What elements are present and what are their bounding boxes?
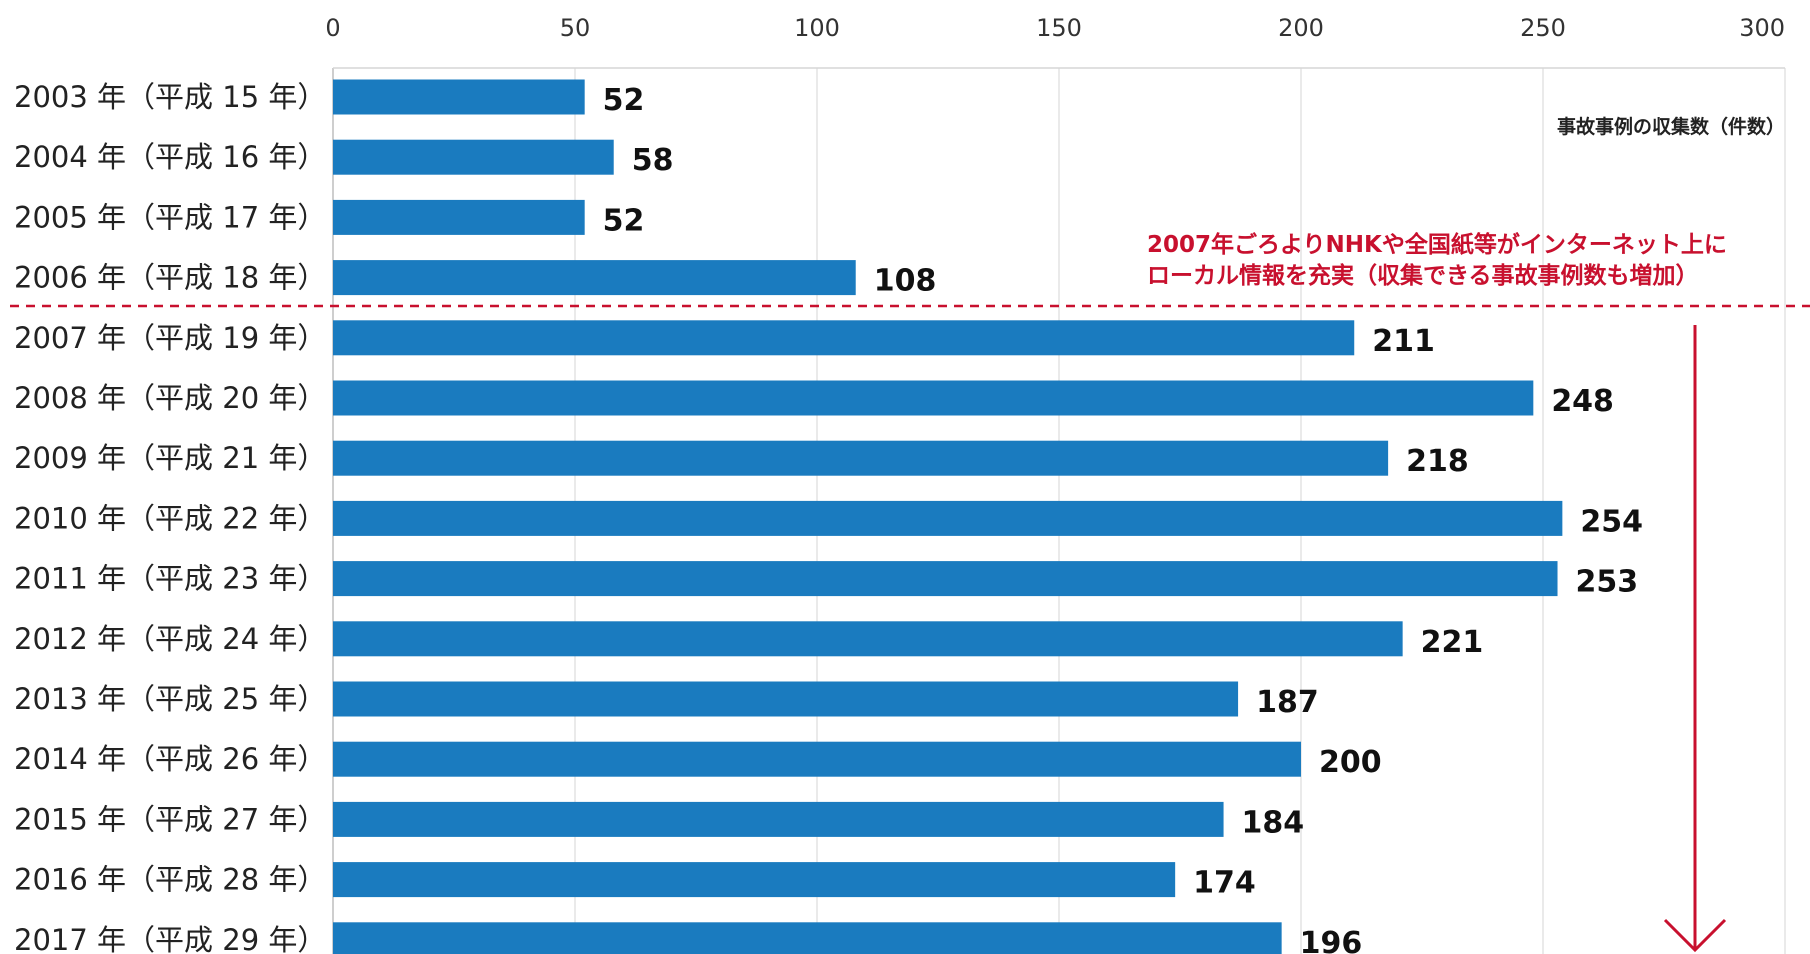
value-label: 187 [1256, 685, 1319, 720]
x-tick-label: 150 [1036, 14, 1082, 42]
annotation-line-1: 2007年ごろよりNHKや全国紙等がインターネット上に [1147, 231, 1727, 258]
category-label: 2014 年（平成 26 年） [14, 742, 326, 776]
x-tick-label: 200 [1278, 14, 1324, 42]
x-axis-label: 事故事例の収集数（件数） [1557, 115, 1785, 138]
trend-arrow-head [1663, 918, 1727, 953]
x-tick-label: 0 [325, 14, 340, 42]
bar [333, 320, 1355, 356]
bar [333, 681, 1239, 717]
x-tick-label: 300 [1739, 14, 1785, 42]
category-label: 2017 年（平成 29 年） [14, 923, 326, 954]
bar [333, 801, 1224, 837]
bar [333, 139, 614, 175]
trend-arrow [1663, 325, 1727, 953]
bar [333, 621, 1403, 657]
category-label: 2016 年（平成 28 年） [14, 863, 326, 897]
bar [333, 440, 1389, 476]
category-labels: 2003 年（平成 15 年） 2004 年（平成 16 年） 2005 年（平成 … [14, 80, 326, 954]
category-label: 2008 年（平成 20 年） [14, 381, 326, 415]
annotation-line-2: ローカル情報を充実（収集できる事故事例数も増加） [1147, 262, 1699, 289]
bar [333, 260, 856, 296]
x-axis-ticks: 0 50 100 150 200 250 300 [325, 14, 1785, 42]
value-label: 196 [1300, 926, 1363, 954]
bar [333, 199, 585, 235]
bar [333, 741, 1301, 777]
bar [333, 79, 585, 115]
category-label: 2005 年（平成 17 年） [14, 200, 326, 234]
category-label: 2009 年（平成 21 年） [14, 441, 326, 475]
value-label: 52 [603, 203, 645, 238]
value-label: 254 [1580, 504, 1643, 539]
category-label: 2012 年（平成 24 年） [14, 622, 326, 656]
category-label: 2007 年（平成 19 年） [14, 321, 326, 355]
x-tick-label: 100 [794, 14, 840, 42]
category-label: 2006 年（平成 18 年） [14, 261, 326, 295]
x-tick-label: 250 [1520, 14, 1566, 42]
value-label: 184 [1242, 805, 1305, 840]
value-label: 221 [1421, 625, 1484, 660]
bar [333, 380, 1534, 416]
value-label: 52 [603, 83, 645, 118]
value-label: 58 [632, 143, 674, 178]
category-label: 2015 年（平成 27 年） [14, 802, 326, 836]
category-label: 2003 年（平成 15 年） [14, 80, 326, 114]
x-tick-label: 50 [560, 14, 591, 42]
bar [333, 862, 1176, 898]
value-label: 253 [1576, 565, 1639, 600]
category-label: 2004 年（平成 16 年） [14, 140, 326, 174]
bars [333, 79, 1563, 954]
bar [333, 922, 1282, 954]
category-label: 2013 年（平成 25 年） [14, 682, 326, 716]
value-label: 200 [1319, 745, 1382, 780]
value-label: 211 [1372, 324, 1435, 359]
value-label: 174 [1193, 866, 1256, 901]
category-label: 2011 年（平成 23 年） [14, 562, 326, 596]
value-label: 218 [1406, 444, 1469, 479]
bar [333, 561, 1558, 597]
value-label: 108 [874, 264, 937, 299]
bar [333, 500, 1563, 536]
category-label: 2010 年（平成 22 年） [14, 501, 326, 535]
value-label: 248 [1551, 384, 1614, 419]
